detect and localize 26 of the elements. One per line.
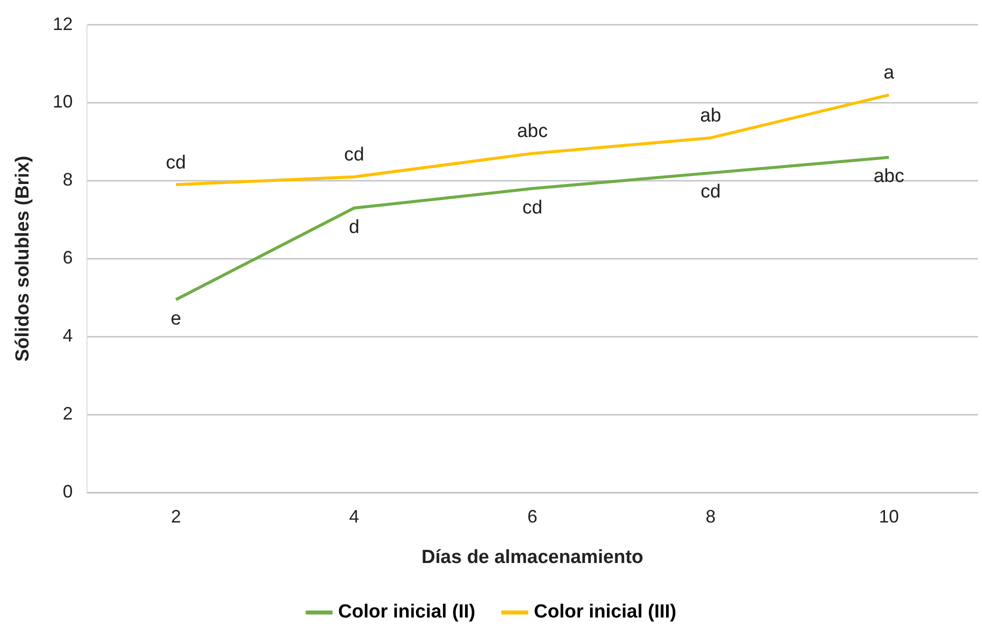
y-tick-label: 0 (62, 482, 73, 502)
x-axis-title: Días de almacenamiento (422, 546, 644, 568)
y-tick-label: 12 (52, 14, 73, 34)
annotation: d (348, 216, 360, 238)
x-tick-label: 8 (706, 506, 716, 526)
legend-label: Color inicial (III) (534, 602, 676, 623)
annotation: cd (166, 152, 186, 174)
y-tick-label: 10 (52, 92, 73, 112)
annotation: e (170, 308, 182, 330)
y-tick-label: 2 (62, 404, 73, 424)
annotation: a (884, 62, 895, 84)
annotation: abc (874, 166, 904, 188)
y-tick-label: 4 (62, 326, 73, 346)
y-tick-label: 6 (62, 248, 73, 268)
annotation: cd (522, 197, 542, 218)
annotation: ab (700, 106, 722, 127)
y-tick-label: 8 (62, 170, 73, 190)
annotation: cd (344, 144, 364, 166)
annotation: abc (517, 121, 548, 142)
x-tick-label: 4 (349, 506, 360, 526)
x-tick-label: 2 (170, 506, 181, 526)
legend-label: Color inicial (II) (338, 602, 476, 623)
y-axis-title: Sólidos solubles (Brix) (12, 156, 34, 362)
x-tick-label: 10 (878, 506, 899, 526)
x-tick-label: 6 (527, 506, 538, 526)
annotation: cd (700, 182, 721, 203)
